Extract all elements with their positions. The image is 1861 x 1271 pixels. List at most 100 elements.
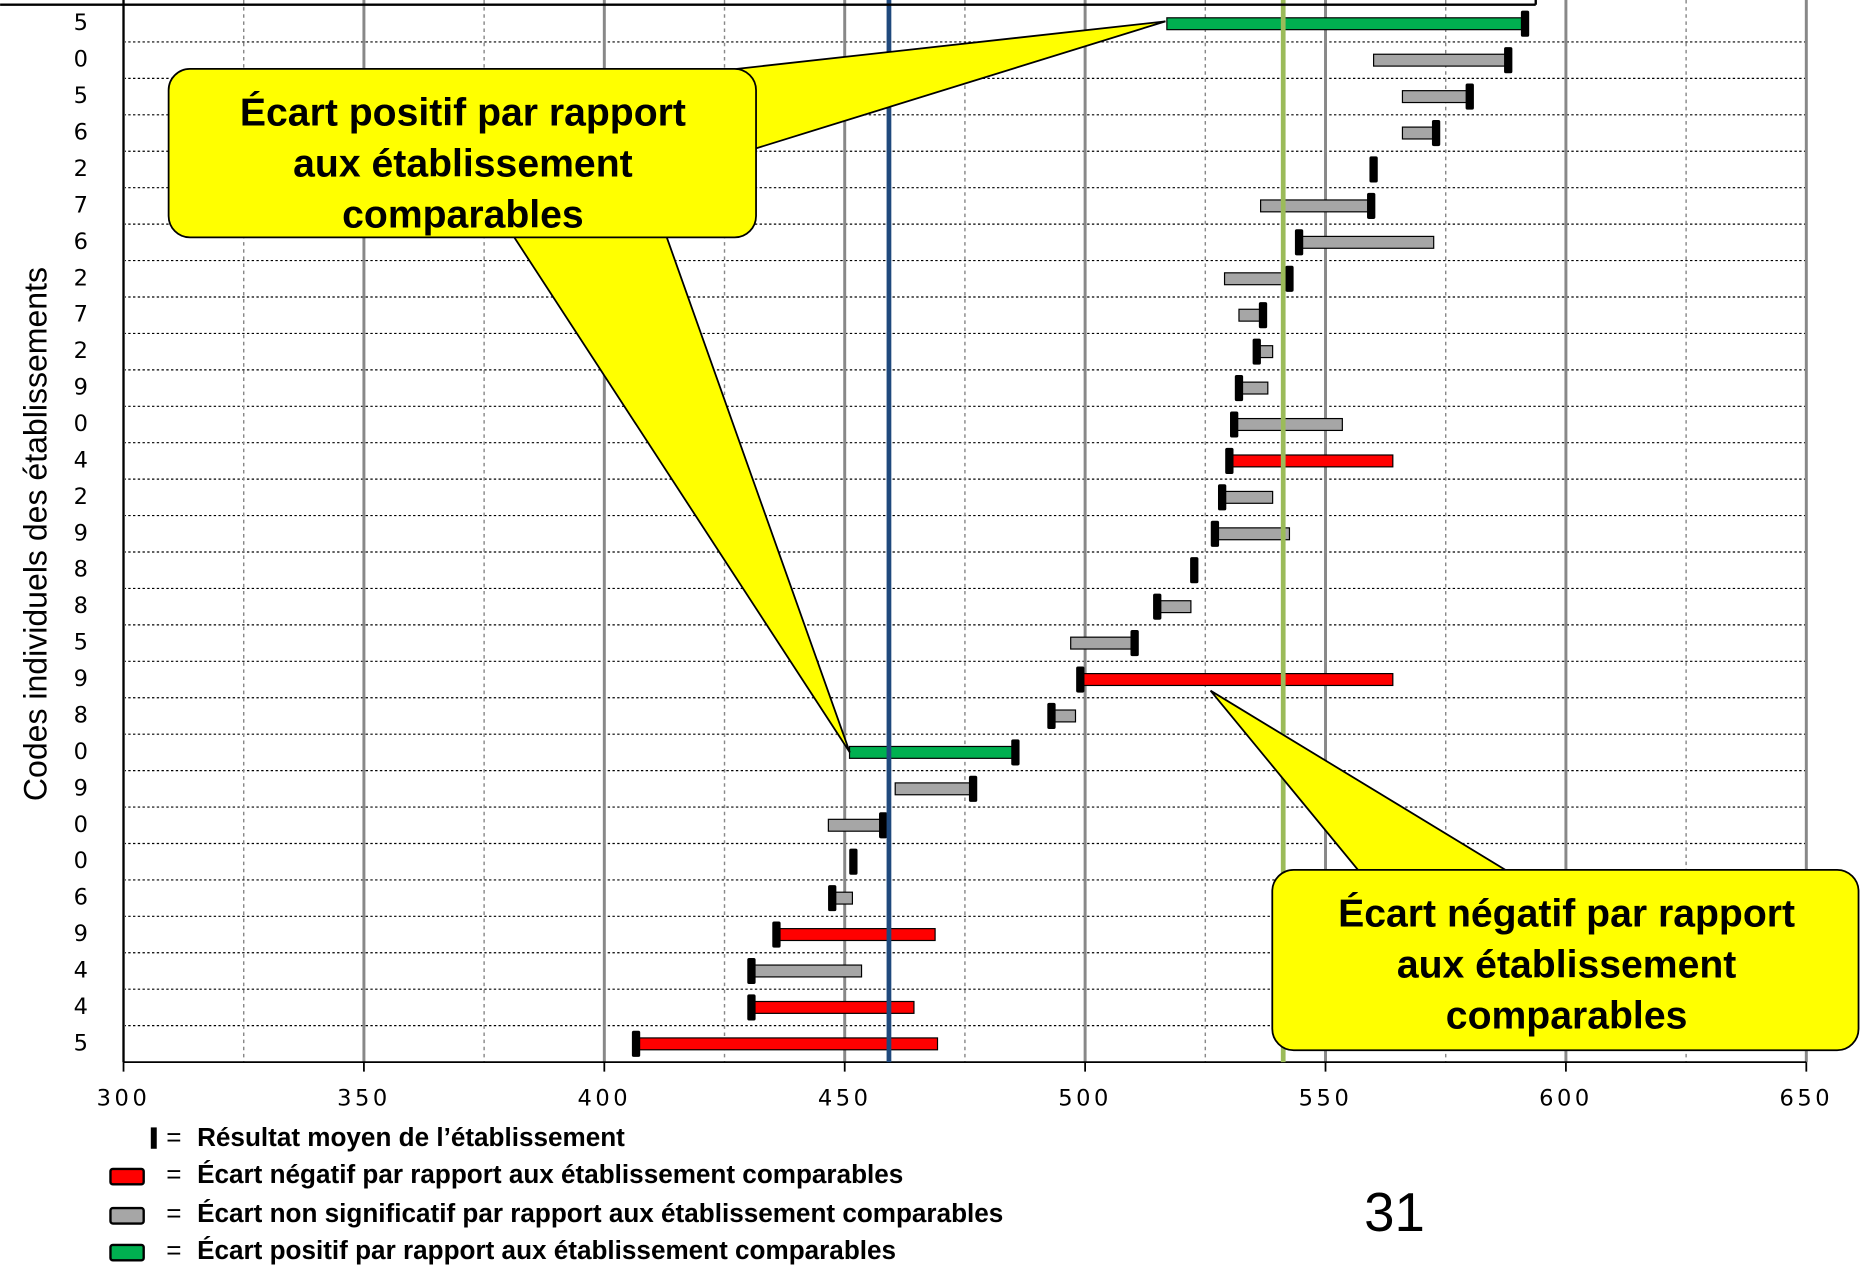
- range-bar: [1401, 90, 1471, 104]
- mean-marker: [1367, 192, 1376, 219]
- callout-text: aux établissement: [293, 142, 633, 185]
- mean-marker: [1234, 375, 1244, 402]
- range-bar: [848, 745, 1016, 759]
- y-tick-label: 9: [74, 775, 88, 801]
- range-bar: [1214, 527, 1291, 541]
- page-number: 31: [1364, 1182, 1425, 1243]
- mean-marker: [1225, 447, 1234, 474]
- callouts: Écart positif par rapport aux établissem…: [167, 20, 1860, 1052]
- mean-marker: [828, 885, 837, 912]
- range-bar: [1228, 454, 1394, 468]
- legend-separator: =: [166, 1159, 181, 1189]
- range-bar: [1298, 235, 1435, 249]
- mean-marker: [1258, 302, 1268, 329]
- range-bar: [1156, 600, 1192, 614]
- y-tick-label: 7: [74, 302, 88, 328]
- y-tick-label: 4: [74, 994, 88, 1020]
- mean-marker: [1285, 265, 1294, 292]
- callout-box: [1271, 868, 1860, 1052]
- callout-box: [167, 67, 757, 239]
- legend-separator: =: [166, 1235, 181, 1265]
- y-tick-label: 6: [74, 120, 88, 146]
- legend-label: Écart positif par rapport aux établissem…: [197, 1235, 896, 1265]
- y-tick-label: 9: [74, 921, 88, 947]
- x-tick-label: 300: [97, 1085, 151, 1111]
- y-tick-label: 9: [74, 666, 88, 692]
- mean-marker: [879, 812, 888, 839]
- callout-pointer: [508, 230, 851, 753]
- range-bar: [827, 818, 884, 832]
- range-bar: [1238, 381, 1269, 395]
- y-tick-label: 2: [74, 338, 88, 364]
- y-tick-label: 2: [74, 484, 88, 510]
- range-bar: [894, 782, 974, 796]
- legend-label: Écart non significatif par rapport aux é…: [197, 1198, 1003, 1228]
- mean-marker: [1252, 338, 1261, 365]
- range-bar: [775, 928, 936, 942]
- mean-marker: [747, 994, 756, 1021]
- y-axis-label: Codes individuels des établissements: [18, 267, 54, 801]
- x-tick-label: 650: [1779, 1085, 1833, 1111]
- x-tick-label: 600: [1539, 1085, 1593, 1111]
- y-tick-label: 0: [74, 411, 88, 437]
- callout-text: aux établissement: [1397, 944, 1737, 987]
- y-tick-label: 0: [74, 739, 88, 765]
- y-tick-label: 8: [74, 557, 88, 583]
- mean-marker: [1210, 520, 1220, 547]
- mean-marker: [1047, 702, 1056, 730]
- mean-marker: [1294, 229, 1304, 256]
- range-bar: [635, 1037, 939, 1051]
- callout-text: Écart négatif par rapport: [1338, 892, 1795, 936]
- range-bar: [1401, 126, 1437, 140]
- mean-marker: [1153, 593, 1162, 620]
- x-tick-label: 500: [1058, 1085, 1112, 1111]
- legend-swatch: [109, 1243, 145, 1262]
- x-tick-label: 550: [1299, 1085, 1353, 1111]
- legend-separator: =: [166, 1198, 181, 1228]
- mean-marker: [1076, 666, 1085, 693]
- x-tick-label: 450: [818, 1085, 872, 1111]
- y-tick-label: 0: [74, 848, 88, 874]
- y-tick-label: 2: [74, 265, 88, 291]
- legend-separator: =: [166, 1122, 181, 1152]
- mean-marker: [1465, 83, 1474, 110]
- mean-marker: [631, 1030, 641, 1057]
- mean-marker: [1520, 10, 1530, 37]
- callout-text: comparables: [342, 194, 584, 237]
- y-tick-label: 0: [74, 47, 88, 73]
- callout-text: comparables: [1446, 995, 1688, 1038]
- range-bar: [1070, 636, 1136, 650]
- y-tick-label: 4: [74, 957, 88, 983]
- mean-marker: [968, 775, 978, 802]
- y-tick-label: 0: [74, 812, 88, 838]
- y-tick-label: 8: [74, 702, 88, 728]
- mean-marker: [1011, 739, 1020, 766]
- marks: 5 0 5 6 2 7 6 2 7 2 9 0 4 2 9 8 8 5 9 8 0 9 0 0 6 9 4 4 5: [74, 0, 1530, 1063]
- y-tick-label: 4: [74, 447, 88, 473]
- y-tick-label: 8: [74, 593, 88, 619]
- mean-marker: [1369, 156, 1378, 183]
- range-bar: [1221, 490, 1274, 504]
- y-tick-label: 2: [74, 156, 88, 182]
- callout-pointer: [692, 20, 1166, 150]
- y-tick-label: 5: [74, 10, 88, 36]
- mean-marker: [1230, 411, 1239, 438]
- legend-swatch: [109, 1206, 145, 1225]
- y-tick-label: 6: [74, 885, 88, 911]
- mean-marker: [1190, 557, 1199, 584]
- range-bar: [1223, 272, 1291, 286]
- mean-marker: [1217, 484, 1227, 511]
- mean-marker: [747, 957, 756, 985]
- range-bar: [1233, 417, 1343, 432]
- legend-swatch: [109, 1167, 145, 1186]
- legend-label: Écart négatif par rapport aux établissem…: [197, 1159, 903, 1189]
- y-tick-label: 5: [74, 630, 88, 656]
- y-tick-label: 5: [74, 1030, 88, 1056]
- x-tick-label: 350: [337, 1085, 391, 1111]
- legend-swatch: [150, 1127, 157, 1149]
- range-bar: [1373, 53, 1509, 67]
- y-tick-label: 9: [74, 375, 88, 401]
- callout-text: Écart positif par rapport: [240, 90, 686, 134]
- callout-pointer: [1209, 689, 1523, 880]
